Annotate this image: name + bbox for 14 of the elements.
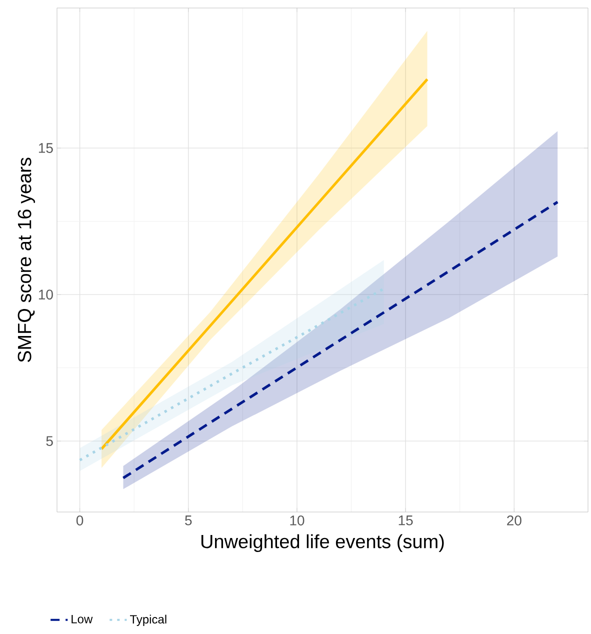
legend-label: Low [72, 614, 93, 624]
x-axis-title: Unweighted life events (sum) [201, 534, 444, 552]
legend-label: Typical [130, 614, 166, 626]
x-tick-label: 5 [185, 516, 192, 526]
line-series [122, 200, 559, 480]
x-tick-label: 10 [290, 516, 304, 526]
y-tick-label: 5 [46, 436, 53, 446]
y-tick-label: 15 [38, 143, 53, 153]
x-tick-label: 0 [76, 516, 84, 526]
line-series [100, 78, 429, 450]
x-tick-label: 20 [507, 516, 522, 526]
y-axis-title: SMFQ score at 16 years [18, 158, 36, 362]
y-tick-label: 10 [38, 290, 53, 300]
x-tick-label: 15 [398, 516, 413, 526]
